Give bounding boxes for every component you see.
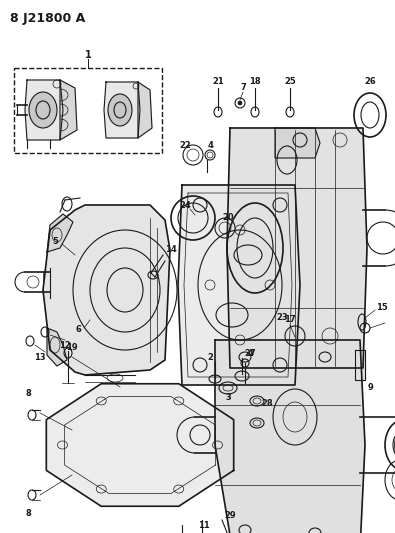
Polygon shape [355, 350, 365, 380]
Text: 14: 14 [165, 246, 177, 254]
Polygon shape [43, 205, 170, 375]
Polygon shape [178, 185, 300, 385]
Text: 8 J21800 A: 8 J21800 A [10, 12, 85, 25]
Text: 2: 2 [207, 353, 213, 362]
Bar [14, 68, 162, 153]
Text: 5: 5 [52, 238, 58, 246]
Text: 19: 19 [66, 343, 78, 351]
Text: 3: 3 [225, 393, 231, 402]
Text: 1: 1 [85, 50, 91, 60]
Text: 6: 6 [75, 326, 81, 335]
Ellipse shape [238, 101, 242, 105]
Polygon shape [47, 214, 73, 252]
Polygon shape [25, 80, 63, 140]
Text: 24: 24 [179, 200, 191, 209]
Polygon shape [60, 80, 77, 140]
Text: 11: 11 [198, 521, 210, 529]
Ellipse shape [108, 94, 132, 126]
Text: 18: 18 [249, 77, 261, 86]
Text: 20: 20 [222, 214, 234, 222]
Text: 27: 27 [244, 349, 256, 358]
Text: 22: 22 [179, 141, 191, 149]
Text: 28: 28 [261, 399, 273, 408]
Text: 4: 4 [247, 350, 253, 359]
Text: 4: 4 [207, 141, 213, 149]
Text: 7: 7 [240, 84, 246, 93]
Text: 23: 23 [276, 313, 288, 322]
Text: 13: 13 [34, 353, 46, 362]
Text: 21: 21 [212, 77, 224, 86]
Text: 29: 29 [224, 511, 236, 520]
Text: 8: 8 [25, 389, 31, 398]
Text: 25: 25 [284, 77, 296, 86]
Text: 8: 8 [25, 508, 31, 518]
Polygon shape [138, 82, 152, 138]
Polygon shape [104, 82, 140, 138]
Polygon shape [47, 328, 67, 366]
Polygon shape [46, 384, 234, 506]
Polygon shape [275, 128, 320, 158]
Polygon shape [227, 128, 367, 368]
Text: 17: 17 [284, 316, 296, 325]
Text: 15: 15 [376, 303, 388, 312]
Text: 9: 9 [367, 384, 373, 392]
Text: 26: 26 [364, 77, 376, 86]
Polygon shape [215, 340, 365, 533]
Ellipse shape [29, 92, 57, 128]
Text: 12: 12 [59, 341, 71, 350]
